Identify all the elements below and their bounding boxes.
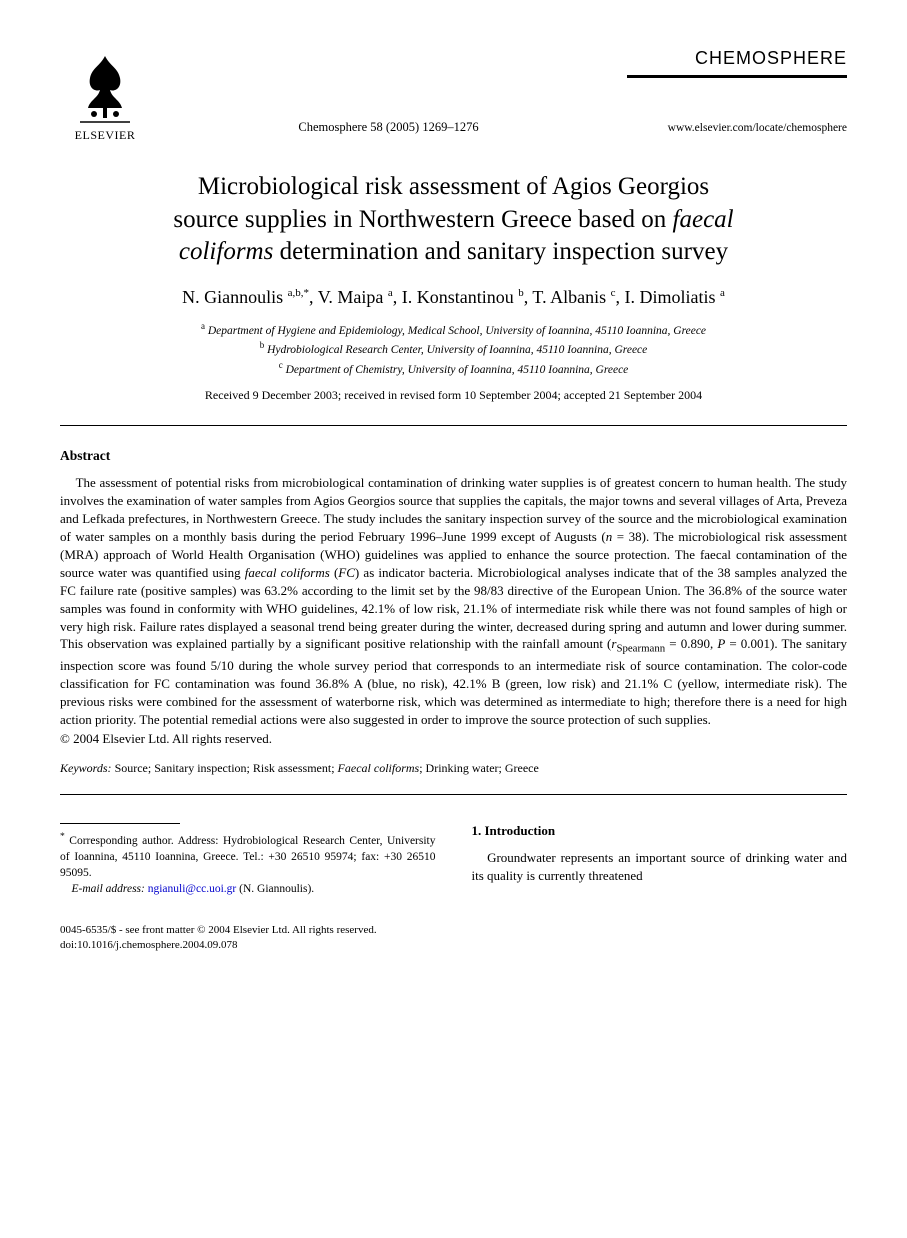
rule-bottom: [60, 794, 847, 795]
title-italic-2: coliforms: [179, 238, 273, 265]
affiliations: a Department of Hygiene and Epidemiology…: [60, 320, 847, 379]
publisher-block: ELSEVIER: [60, 48, 150, 143]
keywords-text: Source; Sanitary inspection; Risk assess…: [115, 761, 539, 775]
email-label: E-mail address:: [72, 883, 145, 895]
corresponding-email-author: (N. Giannoulis).: [239, 883, 314, 895]
footer-doi: doi:10.1016/j.chemosphere.2004.09.078: [60, 938, 847, 953]
page-header: ELSEVIER Chemosphere 58 (2005) 1269–1276…: [60, 48, 847, 143]
abstract-heading: Abstract: [60, 448, 847, 464]
right-column: 1. Introduction Groundwater represents a…: [472, 823, 848, 897]
footer-front-matter: 0045-6535/$ - see front matter © 2004 El…: [60, 923, 847, 938]
journal-url[interactable]: www.elsevier.com/locate/chemosphere: [668, 122, 847, 134]
article-title: Microbiological risk assessment of Agios…: [80, 171, 827, 269]
two-column-region: * Corresponding author. Address: Hydrobi…: [60, 823, 847, 897]
left-column: * Corresponding author. Address: Hydrobi…: [60, 823, 436, 897]
publisher-name: ELSEVIER: [75, 128, 136, 143]
keywords-label: Keywords:: [60, 761, 112, 775]
authors-line: N. Giannoulis a,b,*, V. Maipa a, I. Kons…: [60, 287, 847, 308]
article-dates: Received 9 December 2003; received in re…: [60, 388, 847, 403]
intro-body: Groundwater represents an important sour…: [472, 849, 848, 885]
title-italic-1: faecal: [673, 206, 734, 233]
page-footer: 0045-6535/$ - see front matter © 2004 El…: [60, 923, 847, 954]
elsevier-tree-icon: [70, 48, 140, 126]
title-line-2a: source supplies in Northwestern Greece b…: [173, 206, 672, 233]
affiliation-b: b Hydrobiological Research Center, Unive…: [60, 339, 847, 359]
keywords-line: Keywords: Source; Sanitary inspection; R…: [60, 761, 847, 776]
footnote-rule: [60, 823, 180, 824]
abstract-copyright: © 2004 Elsevier Ltd. All rights reserved…: [60, 731, 847, 747]
journal-rule: [627, 75, 847, 78]
corresponding-author-note: * Corresponding author. Address: Hydrobi…: [60, 830, 436, 897]
abstract-body: The assessment of potential risks from m…: [60, 474, 847, 729]
intro-heading: 1. Introduction: [472, 823, 848, 839]
journal-block: CHEMOSPHERE www.elsevier.com/locate/chem…: [627, 48, 847, 134]
title-line-3b: determination and sanitary inspection su…: [273, 238, 728, 265]
citation-line: Chemosphere 58 (2005) 1269–1276: [150, 48, 627, 135]
title-line-1: Microbiological risk assessment of Agios…: [198, 173, 709, 200]
journal-name: CHEMOSPHERE: [695, 48, 847, 69]
rule-top: [60, 425, 847, 426]
affiliation-a: a Department of Hygiene and Epidemiology…: [60, 320, 847, 340]
affiliation-c: c Department of Chemistry, University of…: [60, 359, 847, 379]
corresponding-email-link[interactable]: ngianuli@cc.uoi.gr: [148, 883, 237, 895]
